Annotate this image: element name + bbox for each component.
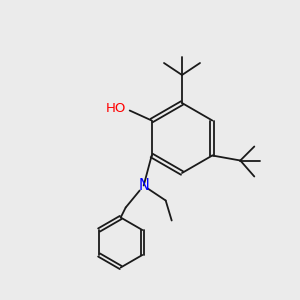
Text: N: N xyxy=(138,178,149,193)
Text: HO: HO xyxy=(105,102,126,115)
